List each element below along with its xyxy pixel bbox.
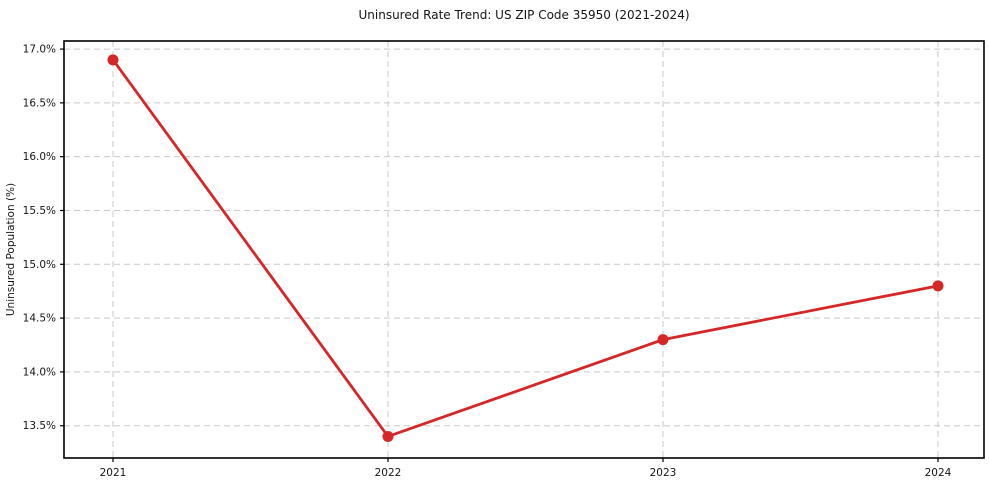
y-tick-label: 15.5% bbox=[23, 205, 56, 217]
data-point-marker bbox=[382, 430, 394, 442]
plot-border bbox=[63, 40, 985, 459]
gridlines bbox=[64, 41, 984, 458]
data-point-marker bbox=[657, 334, 669, 346]
trend-line-series bbox=[107, 54, 944, 442]
x-tick-labels: 2021 2022 2023 2024 bbox=[100, 467, 952, 479]
x-tick-label: 2023 bbox=[650, 467, 677, 479]
trend-line bbox=[111, 58, 940, 438]
chart-title: Uninsured Rate Trend: US ZIP Code 35950 … bbox=[358, 8, 689, 22]
y-tick-label: 16.0% bbox=[23, 151, 56, 163]
y-tick-label: 16.5% bbox=[23, 97, 56, 109]
y-tick-label: 15.0% bbox=[23, 259, 56, 271]
x-tick-label: 2021 bbox=[100, 467, 127, 479]
data-point-marker bbox=[107, 54, 119, 66]
y-tick-label: 14.5% bbox=[23, 313, 56, 325]
data-point-marker bbox=[932, 280, 944, 292]
y-tick-label: 13.5% bbox=[23, 420, 56, 432]
y-tick-label: 17.0% bbox=[23, 44, 56, 56]
axis-ticks bbox=[60, 48, 939, 462]
y-axis-label: Uninsured Population (%) bbox=[5, 183, 17, 316]
x-tick-label: 2022 bbox=[375, 467, 402, 479]
y-tick-labels: 17.0% 16.5% 16.0% 15.5% 15.0% 14.5% 14.0% 13.5% bbox=[23, 44, 56, 433]
y-tick-label: 14.0% bbox=[23, 366, 56, 378]
x-tick-label: 2024 bbox=[925, 467, 952, 479]
